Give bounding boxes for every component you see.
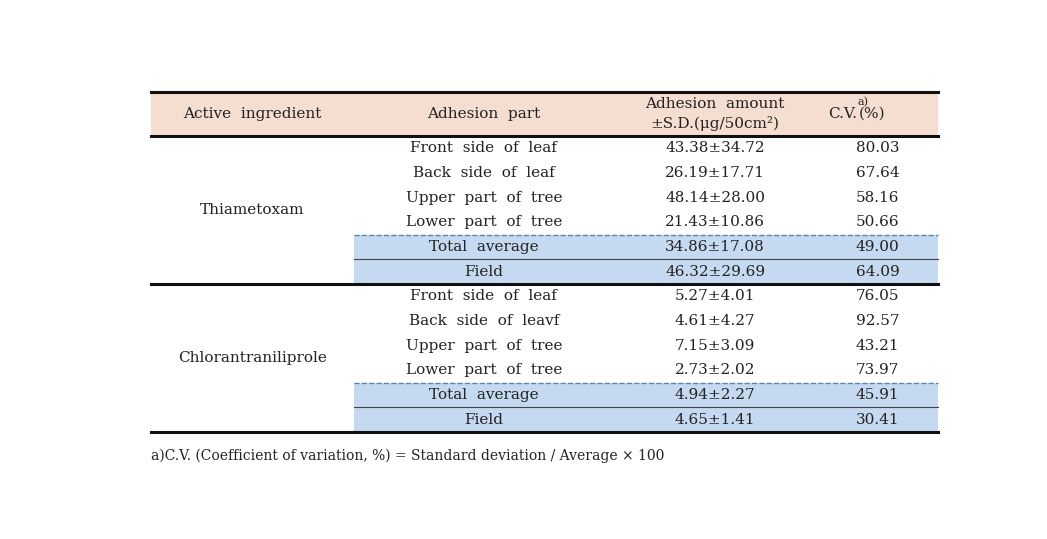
Text: Field: Field (465, 265, 504, 279)
Text: Lower  part  of  tree: Lower part of tree (405, 363, 562, 377)
Bar (354, 259, 938, 284)
Text: 21.43±10.86: 21.43±10.86 (665, 215, 765, 229)
Text: Back  side  of  leaf: Back side of leaf (413, 166, 555, 180)
Text: 4.94±2.27: 4.94±2.27 (674, 388, 756, 402)
Text: 34.86±17.08: 34.86±17.08 (665, 240, 765, 254)
Text: Upper  part  of  tree: Upper part of tree (405, 338, 562, 353)
Text: a)C.V. (Coefficient of variation, %) = Standard deviation / Average × 100: a)C.V. (Coefficient of variation, %) = S… (151, 448, 665, 463)
Text: Front  side  of  leaf: Front side of leaf (410, 289, 557, 303)
Text: Back  side  of  leavf: Back side of leavf (408, 314, 559, 328)
Text: a): a) (857, 97, 868, 107)
Text: Chlorantraniliprole: Chlorantraniliprole (178, 351, 327, 365)
Text: 64.09: 64.09 (855, 265, 899, 279)
Text: 67.64: 67.64 (855, 166, 899, 180)
Text: 5.27±4.01: 5.27±4.01 (675, 289, 755, 303)
Text: 45.91: 45.91 (855, 388, 899, 402)
Text: 92.57: 92.57 (855, 314, 899, 328)
Text: 73.97: 73.97 (855, 363, 899, 377)
Text: 43.21: 43.21 (855, 338, 899, 353)
Text: Field: Field (465, 413, 504, 427)
Text: Total  average: Total average (429, 388, 538, 402)
Bar (354, 407, 938, 432)
Text: Total  average: Total average (429, 240, 538, 254)
Text: 76.05: 76.05 (855, 289, 899, 303)
Text: 50.66: 50.66 (855, 215, 899, 229)
Text: 26.19±17.71: 26.19±17.71 (665, 166, 765, 180)
Text: Lower  part  of  tree: Lower part of tree (405, 215, 562, 229)
Text: 58.16: 58.16 (855, 191, 899, 205)
Text: (%): (%) (859, 107, 886, 121)
Text: 46.32±29.69: 46.32±29.69 (665, 265, 765, 279)
Text: Active  ingredient: Active ingredient (183, 107, 321, 121)
Text: 4.61±4.27: 4.61±4.27 (674, 314, 756, 328)
Text: Adhesion  part: Adhesion part (427, 107, 540, 121)
Text: C.V.: C.V. (828, 107, 857, 121)
Text: 4.65±1.41: 4.65±1.41 (674, 413, 756, 427)
Text: 49.00: 49.00 (855, 240, 899, 254)
Text: 48.14±28.00: 48.14±28.00 (665, 191, 765, 205)
Text: 2.73±2.02: 2.73±2.02 (675, 363, 755, 377)
Text: Front  side  of  leaf: Front side of leaf (410, 141, 557, 155)
Bar (151, 92, 938, 136)
Bar (354, 234, 938, 259)
Text: Upper  part  of  tree: Upper part of tree (405, 191, 562, 205)
Text: 80.03: 80.03 (855, 141, 899, 155)
Text: 30.41: 30.41 (855, 413, 899, 427)
Text: Adhesion  amount
±S.D.(μg/50cm²): Adhesion amount ±S.D.(μg/50cm²) (645, 97, 785, 130)
Text: 43.38±34.72: 43.38±34.72 (665, 141, 765, 155)
Text: 7.15±3.09: 7.15±3.09 (675, 338, 755, 353)
Bar (354, 383, 938, 407)
Text: Thiametoxam: Thiametoxam (200, 203, 305, 217)
